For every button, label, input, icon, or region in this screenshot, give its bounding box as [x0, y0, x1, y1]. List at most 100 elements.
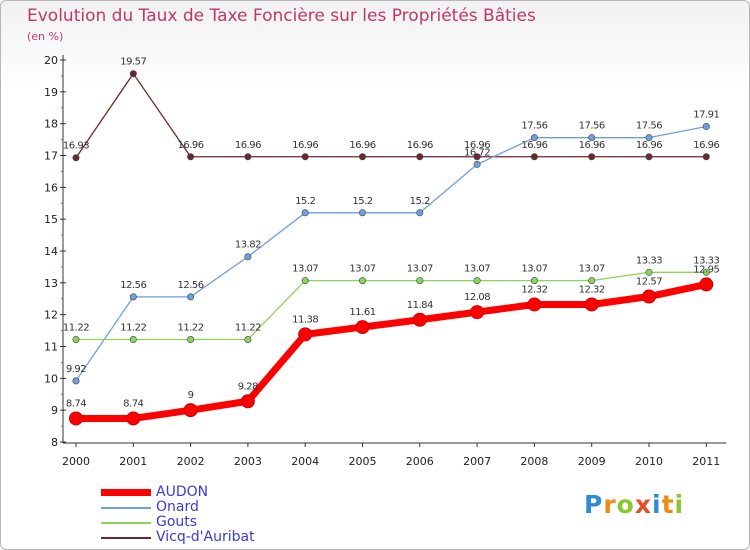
- data-label-audon: 8.74: [123, 398, 143, 409]
- data-point-audon: [699, 277, 714, 292]
- series-line-onard: [75, 125, 707, 382]
- chart-subtitle: (en %): [27, 30, 64, 43]
- data-label-onard: 12.56: [120, 280, 146, 291]
- data-point-onard: [588, 134, 596, 142]
- data-point-vicq-d-auribat: [530, 153, 538, 161]
- data-point-audon: [470, 305, 485, 320]
- data-label-vicq-d-auribat: 16.96: [178, 140, 204, 151]
- data-label-vicq-d-auribat: 16.96: [521, 140, 547, 151]
- data-point-gouts: [187, 335, 195, 343]
- data-point-vicq-d-auribat: [645, 153, 653, 161]
- data-label-vicq-d-auribat: 16.96: [464, 140, 490, 151]
- series-line-vicq-d-auribat: [75, 73, 707, 159]
- data-point-onard: [301, 209, 309, 217]
- data-point-vicq-d-auribat: [72, 154, 80, 162]
- x-tick-label: 2003: [234, 455, 262, 468]
- data-point-audon: [183, 403, 198, 418]
- data-point-gouts: [530, 277, 538, 285]
- data-point-gouts: [416, 277, 424, 285]
- data-label-audon: 11.84: [407, 300, 433, 311]
- data-label-onard: 17.91: [693, 110, 719, 121]
- data-label-gouts: 13.07: [292, 264, 318, 275]
- x-tick-label: 2001: [119, 455, 147, 468]
- y-tick-label: 8: [51, 436, 58, 449]
- legend-label-audon: AUDON: [156, 484, 209, 500]
- data-label-onard: 15.2: [295, 196, 315, 207]
- data-label-gouts: 13.07: [579, 264, 605, 275]
- data-point-gouts: [702, 268, 710, 276]
- x-tick-label: 2004: [291, 455, 319, 468]
- data-point-onard: [72, 377, 80, 385]
- data-label-audon: 12.32: [579, 284, 605, 295]
- data-point-audon: [584, 297, 599, 312]
- data-label-audon: 9: [188, 390, 194, 401]
- data-point-onard: [530, 134, 538, 142]
- data-point-audon: [355, 320, 370, 335]
- data-point-onard: [645, 134, 653, 142]
- y-tick-label: 13: [44, 277, 58, 290]
- data-label-gouts: 13.07: [407, 264, 433, 275]
- y-tick-label: 14: [44, 245, 58, 258]
- data-point-vicq-d-auribat: [588, 153, 596, 161]
- x-tick-label: 2000: [62, 455, 90, 468]
- data-point-gouts: [645, 268, 653, 276]
- data-label-gouts: 13.07: [464, 264, 490, 275]
- x-tick-label: 2006: [406, 455, 434, 468]
- legend-label-onard: Onard: [156, 499, 199, 515]
- series-line-gouts: [76, 271, 707, 341]
- x-tick-label: 2008: [520, 455, 548, 468]
- data-label-onard: 9.92: [66, 364, 86, 375]
- proxiti-logo: Proxiti: [584, 490, 685, 519]
- data-point-gouts: [72, 335, 80, 343]
- y-tick-label: 10: [44, 372, 58, 385]
- data-point-vicq-d-auribat: [473, 153, 481, 161]
- series-line-audon: [76, 281, 708, 422]
- data-label-vicq-d-auribat: 16.96: [235, 140, 261, 151]
- data-label-onard: 12.56: [178, 280, 204, 291]
- y-tick-label: 17: [44, 150, 58, 163]
- data-point-gouts: [129, 335, 137, 343]
- data-point-vicq-d-auribat: [358, 153, 366, 161]
- data-point-gouts: [358, 277, 366, 285]
- x-tick-label: 2009: [578, 455, 606, 468]
- data-point-onard: [244, 253, 252, 261]
- legend-swatch-vicq: [101, 537, 151, 539]
- data-point-onard: [416, 209, 424, 217]
- data-label-vicq-d-auribat: 16.96: [636, 140, 662, 151]
- data-label-audon: 12.95: [693, 264, 719, 275]
- legend-swatch-audon: [101, 489, 151, 496]
- y-tick-label: 9: [51, 404, 58, 417]
- data-label-audon: 9.28: [238, 381, 258, 392]
- data-label-onard: 15.2: [352, 196, 372, 207]
- data-label-audon: 11.61: [349, 307, 375, 318]
- data-label-gouts: 11.22: [235, 322, 261, 333]
- y-tick-label: 20: [44, 54, 58, 67]
- data-point-audon: [240, 394, 255, 409]
- legend-label-gouts: Gouts: [156, 514, 198, 530]
- data-point-audon: [527, 297, 542, 312]
- data-label-vicq-d-auribat: 16.96: [407, 140, 433, 151]
- data-point-onard: [702, 123, 710, 131]
- data-point-vicq-d-auribat: [187, 153, 195, 161]
- data-point-gouts: [301, 277, 309, 285]
- y-tick-label: 19: [44, 86, 58, 99]
- x-tick-label: 2002: [177, 455, 205, 468]
- y-tick-label: 11: [44, 341, 58, 354]
- legend-swatch-onard: [101, 507, 151, 509]
- data-label-gouts: 13.33: [693, 255, 719, 266]
- data-label-gouts: 13.07: [349, 264, 375, 275]
- legend-swatch-gouts: [101, 522, 151, 524]
- y-tick-label: 18: [44, 118, 58, 131]
- data-label-vicq-d-auribat: 16.96: [292, 140, 318, 151]
- data-label-gouts: 13.07: [521, 264, 547, 275]
- data-point-vicq-d-auribat: [129, 70, 137, 78]
- data-point-audon: [642, 289, 656, 304]
- data-label-vicq-d-auribat: 19.57: [120, 57, 146, 68]
- data-point-onard: [129, 293, 137, 301]
- data-point-gouts: [588, 277, 596, 285]
- legend-label-vicq: Vicq-d'Auribat: [156, 529, 255, 545]
- data-point-audon: [69, 411, 83, 426]
- x-tick-label: 2010: [635, 455, 663, 468]
- data-point-gouts: [244, 335, 252, 343]
